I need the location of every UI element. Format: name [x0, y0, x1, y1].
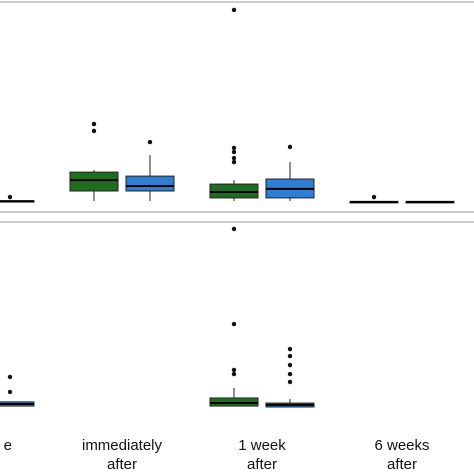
- outlier: [287, 371, 293, 377]
- outlier: [371, 194, 377, 200]
- outlier: [287, 353, 293, 359]
- outlier: [287, 362, 293, 368]
- outlier: [91, 128, 97, 134]
- outlier: [287, 144, 293, 150]
- outlier: [231, 149, 237, 155]
- outlier: [7, 374, 13, 380]
- outlier: [287, 346, 293, 352]
- outlier: [231, 7, 237, 13]
- x-tick-label: 1 week after: [238, 437, 286, 473]
- outlier: [231, 159, 237, 165]
- box: [209, 183, 259, 199]
- outlier: [231, 371, 237, 377]
- outlier: [287, 379, 293, 385]
- box: [69, 171, 119, 192]
- outlier: [231, 226, 237, 232]
- x-tick-label: 6 weeks after: [374, 437, 430, 473]
- outlier: [147, 139, 153, 145]
- outlier: [91, 121, 97, 127]
- box: [209, 397, 259, 407]
- outlier: [231, 155, 237, 161]
- outlier: [231, 145, 237, 151]
- outlier: [7, 389, 13, 395]
- outlier: [7, 194, 13, 200]
- box: [125, 175, 175, 192]
- outlier: [231, 367, 237, 373]
- outlier: [231, 321, 237, 327]
- x-tick-label: e: [3, 437, 12, 454]
- x-tick-label: immediately after: [81, 437, 163, 473]
